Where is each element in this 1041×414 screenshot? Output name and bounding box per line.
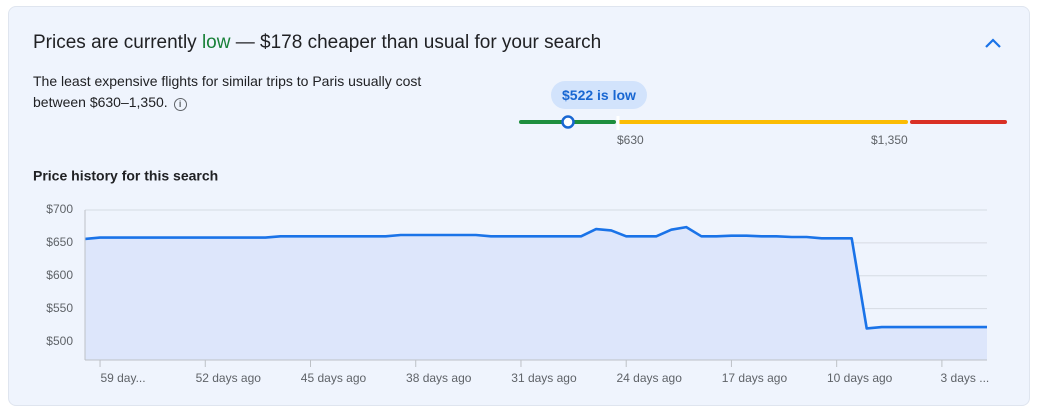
price-line (84, 225, 987, 330)
x-tick-label: 3 days ... (941, 371, 990, 385)
x-tick-label: 24 days ago (617, 371, 683, 385)
y-tick-label: $700 (46, 202, 73, 216)
title-text: — $178 cheaper than usual for your searc… (230, 32, 602, 53)
y-tick-label: $650 (46, 235, 73, 249)
description-text: The least expensive flights for similar … (33, 73, 422, 110)
x-tick-label: 38 days ago (406, 371, 472, 385)
x-tick-label: 17 days ago (722, 371, 788, 385)
x-tick-label: 45 days ago (301, 371, 367, 385)
y-tick-label: $550 (46, 301, 73, 315)
range-high-label: $1,350 (871, 133, 908, 147)
x-tick-label: 31 days ago (511, 371, 577, 385)
info-icon[interactable]: i (173, 98, 187, 111)
current-price-marker (561, 115, 575, 129)
insight-title: Prices are currently low — $178 cheaper … (33, 32, 601, 54)
x-tick-label: 52 days ago (196, 371, 262, 385)
collapse-button[interactable] (985, 38, 1001, 48)
price-area (85, 227, 987, 360)
current-price-label: $522 is low (551, 81, 647, 109)
x-tick-label: 10 days ago (827, 371, 893, 385)
x-tick-label: 59 day... (100, 371, 145, 385)
insight-description: The least expensive flights for similar … (33, 71, 423, 113)
title-text: Prices are currently (33, 32, 202, 53)
y-tick-label: $600 (46, 268, 73, 282)
y-tick-label: $500 (46, 334, 73, 348)
title-highlight: low (201, 32, 231, 53)
range-low-label: $630 (617, 133, 644, 147)
chart-title: Price history for this search (33, 168, 218, 184)
